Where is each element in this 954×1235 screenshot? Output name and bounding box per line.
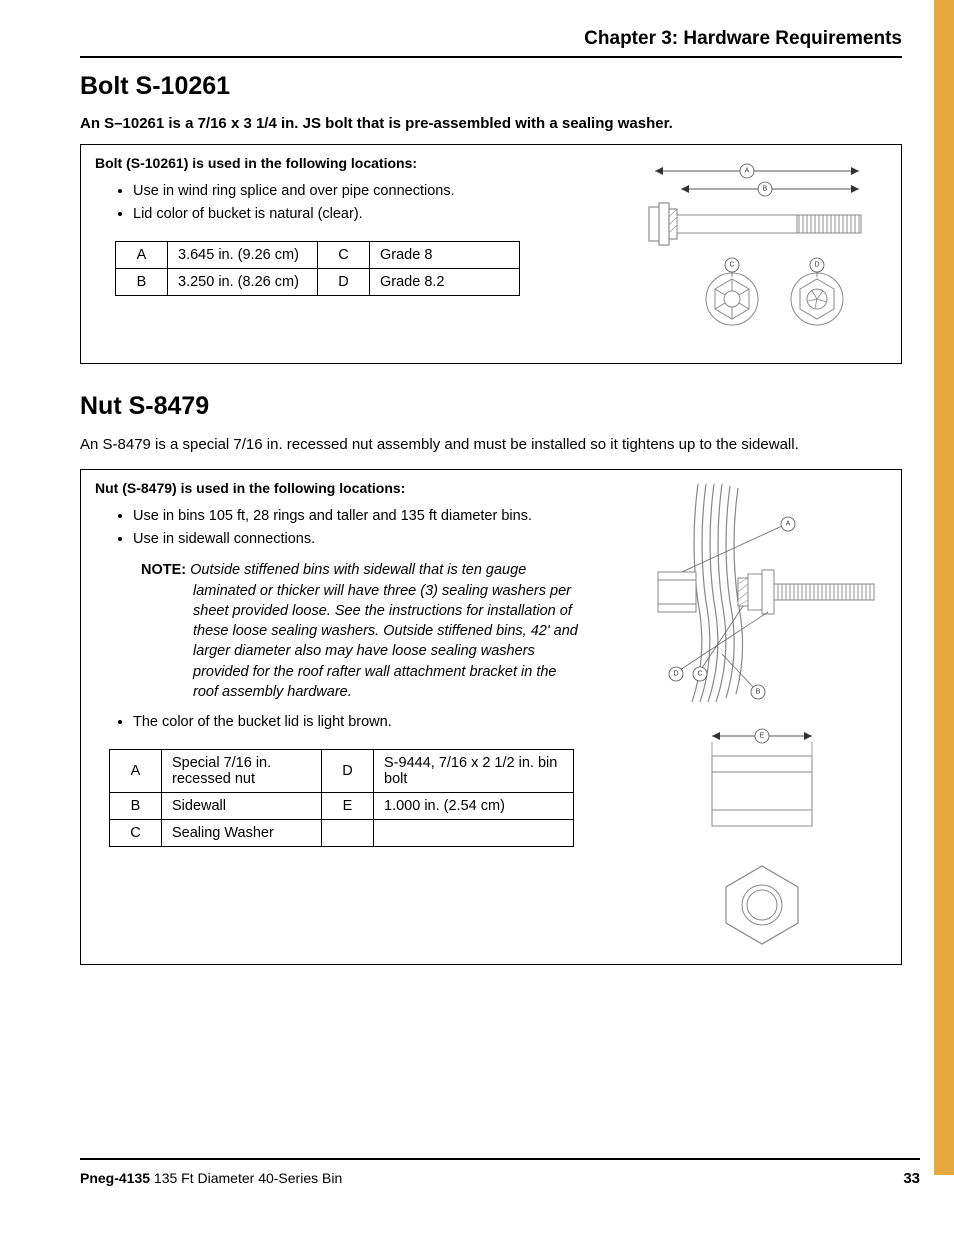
table-row: A Special 7/16 in. recessed nut D S-9444… [110,750,574,793]
table-row: B Sidewall E 1.000 in. (2.54 cm) [110,793,574,820]
nut-description: An S-8479 is a special 7/16 in. recessed… [80,435,902,455]
bolt-description: An S–10261 is a 7/16 x 3 1/4 in. JS bolt… [80,115,902,132]
nut-assembly-diagram-icon: A D C B [642,484,882,704]
table-row: A 3.645 in. (9.26 cm) C Grade 8 [116,242,520,269]
cell: 3.645 in. (9.26 cm) [168,242,318,269]
callout-d: D [673,671,678,678]
callout-b: B [756,689,761,696]
cell: Sidewall [162,793,322,820]
note-label: NOTE: [141,562,186,578]
bolt-spec-table: A 3.645 in. (9.26 cm) C Grade 8 B 3.250 … [115,241,520,296]
footer-page-number: 33 [903,1170,920,1187]
callout-c: C [697,671,702,678]
cell [374,820,574,847]
callout-a: A [745,168,750,175]
footer-doc-id: Pneg-4135 [80,1170,150,1186]
cell: A [116,242,168,269]
cell: 1.000 in. (2.54 cm) [374,793,574,820]
callout-e: E [760,733,765,740]
list-item: Use in bins 105 ft, 28 rings and taller … [133,506,619,527]
cell: Grade 8 [370,242,520,269]
list-item: Lid color of bucket is natural (clear). [133,204,609,225]
bolt-section-title: Bolt S-10261 [80,72,902,101]
list-item: Use in sidewall connections. [133,529,619,550]
cell: Special 7/16 in. recessed nut [162,750,322,793]
bolt-diagram-icon: A B [637,159,877,349]
page-body: Chapter 3: Hardware Requirements Bolt S-… [80,28,902,993]
note-body: Outside stiffened bins with sidewall tha… [190,562,578,700]
table-row: B 3.250 in. (8.26 cm) D Grade 8.2 [116,269,520,296]
callout-a: A [786,521,791,528]
callout-c: C [729,262,734,269]
cell: C [318,242,370,269]
nut-hex-diagram-icon [712,860,812,950]
table-row: C Sealing Washer [110,820,574,847]
cell: D [318,269,370,296]
cell: D [322,750,374,793]
cell: E [322,793,374,820]
nut-side-diagram-icon: E [687,722,837,842]
bolt-bullet-list: Use in wind ring splice and over pipe co… [133,181,609,225]
list-item: Use in wind ring splice and over pipe co… [133,181,609,202]
nut-usage-frame: Nut (S-8479) is used in the following lo… [80,469,902,965]
bolt-frame-title: Bolt (S-10261) is used in the following … [95,155,609,171]
list-item: The color of the bucket lid is light bro… [133,712,619,733]
nut-spec-table: A Special 7/16 in. recessed nut D S-9444… [109,749,574,847]
cell: 3.250 in. (8.26 cm) [168,269,318,296]
nut-bullet-list-bottom: The color of the bucket lid is light bro… [133,712,619,733]
page-footer: Pneg-4135 135 Ft Diameter 40-Series Bin … [80,1158,920,1187]
cell: B [110,793,162,820]
bolt-usage-frame: Bolt (S-10261) is used in the following … [80,144,902,364]
cell: C [110,820,162,847]
cell: S-9444, 7/16 x 2 1/2 in. bin bolt [374,750,574,793]
nut-section-title: Nut S-8479 [80,392,902,421]
cell: A [110,750,162,793]
cell: Sealing Washer [162,820,322,847]
chapter-header: Chapter 3: Hardware Requirements [80,28,902,58]
cell [322,820,374,847]
cell: Grade 8.2 [370,269,520,296]
side-accent-bar [934,0,954,1175]
callout-b: B [763,186,768,193]
footer-doc-title: 135 Ft Diameter 40-Series Bin [150,1170,342,1186]
nut-note: NOTE: Outside stiffened bins with sidewa… [141,560,581,702]
nut-frame-title: Nut (S-8479) is used in the following lo… [95,480,619,496]
nut-bullet-list-top: Use in bins 105 ft, 28 rings and taller … [133,506,619,550]
callout-d: D [814,262,819,269]
cell: B [116,269,168,296]
footer-doc-ref: Pneg-4135 135 Ft Diameter 40-Series Bin [80,1170,342,1186]
